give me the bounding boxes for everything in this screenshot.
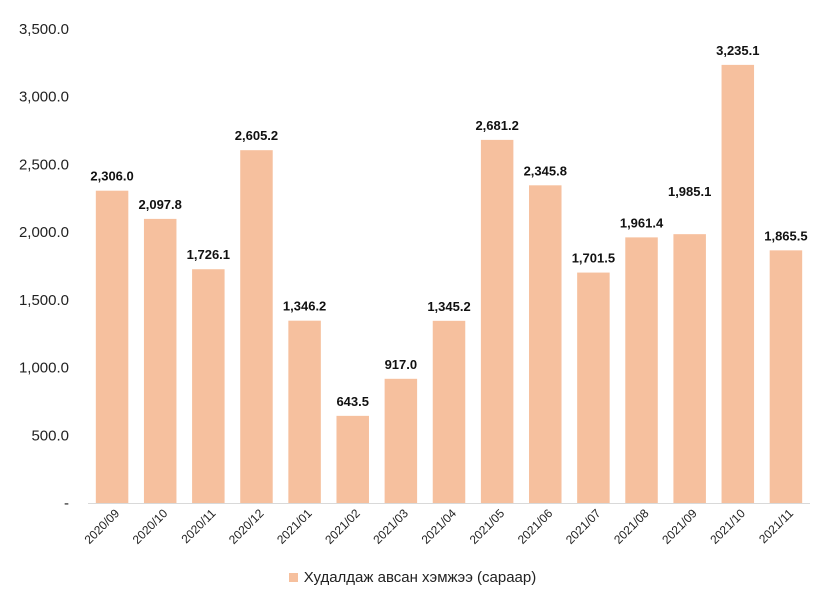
data-label: 1,346.2: [283, 299, 326, 314]
legend-label: Худалдаж авсан хэмжээ (сараар): [303, 569, 537, 586]
data-label: 2,306.0: [90, 169, 133, 184]
bar: [673, 234, 706, 503]
bar: [192, 269, 225, 503]
data-label: 2,681.2: [475, 118, 518, 133]
y-tick-label: -: [64, 495, 69, 512]
y-tick-label: 2,500.0: [19, 156, 69, 173]
y-tick-label: 3,500.0: [19, 21, 69, 38]
x-tick-label: 2021/03: [370, 506, 411, 547]
bar: [577, 272, 610, 503]
x-tick-label: 2021/04: [419, 506, 460, 547]
x-tick-label: 2021/01: [274, 506, 315, 547]
bar: [288, 320, 321, 503]
x-tick-label: 2020/09: [82, 506, 123, 547]
x-tick-label: 2021/07: [563, 506, 604, 547]
data-label: 1,985.1: [668, 184, 711, 199]
data-label: 1,701.5: [572, 251, 615, 266]
bar: [625, 237, 658, 503]
x-tick-label: 2021/11: [756, 506, 796, 546]
legend-swatch: [288, 572, 298, 582]
y-tick-label: 1,500.0: [19, 292, 69, 309]
data-label: 3,235.1: [716, 43, 759, 58]
y-tick-label: 500.0: [31, 427, 69, 444]
x-tick-label: 2021/06: [515, 506, 556, 547]
data-label: 643.5: [336, 394, 369, 409]
y-tick-label: 3,000.0: [19, 89, 69, 106]
data-label: 1,345.2: [427, 299, 470, 314]
bar: [240, 150, 273, 503]
x-tick-label: 2021/02: [322, 506, 363, 547]
legend: Худалдаж авсан хэмжээ (сараар): [0, 569, 825, 586]
y-tick-label: 1,000.0: [19, 360, 69, 377]
bar: [143, 218, 177, 503]
data-label: 1,961.4: [620, 215, 664, 230]
x-tick-label: 2021/10: [707, 506, 748, 547]
bar: [95, 190, 129, 503]
data-label: 2,097.8: [139, 197, 182, 212]
data-label: 2,605.2: [235, 128, 278, 143]
bar: [480, 139, 514, 503]
bar: [384, 378, 418, 503]
x-tick-label: 2020/11: [179, 506, 219, 546]
data-label: 917.0: [385, 357, 418, 372]
bar: [432, 320, 466, 503]
y-tick-label: 2,000.0: [19, 224, 69, 241]
bar: [336, 415, 369, 503]
x-tick-label: 2020/12: [226, 506, 267, 547]
x-tick-label: 2021/05: [467, 506, 508, 547]
data-label: 1,865.5: [764, 228, 807, 243]
bar: [529, 185, 562, 504]
data-label: 2,345.8: [524, 163, 567, 178]
bar: [769, 250, 803, 503]
x-tick-label: 2021/09: [659, 506, 700, 547]
x-tick-label: 2020/10: [130, 506, 171, 547]
x-tick-label: 2021/08: [611, 506, 652, 547]
data-label: 1,726.1: [187, 247, 230, 262]
bar: [721, 64, 755, 503]
